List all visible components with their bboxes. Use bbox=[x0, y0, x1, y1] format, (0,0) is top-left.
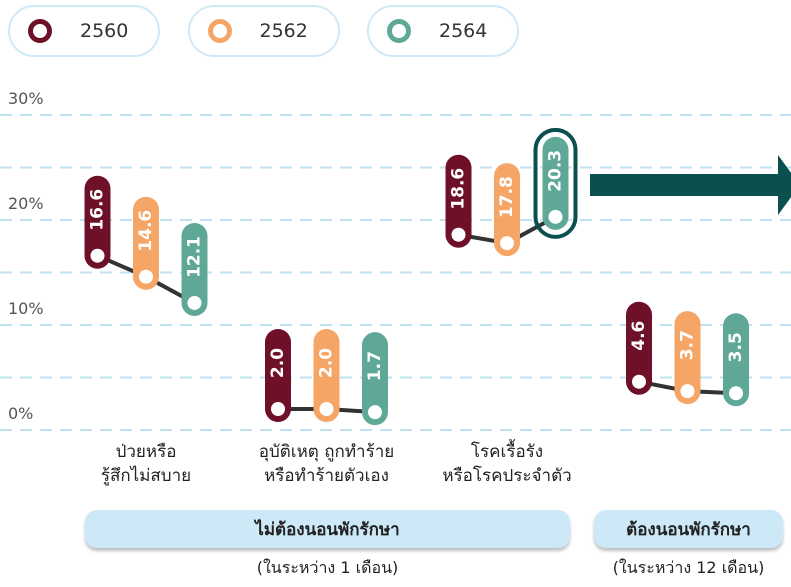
legend-label: 2560 bbox=[80, 20, 129, 42]
legend-label: 2564 bbox=[439, 20, 488, 42]
category-label: โรคเรื้อรัง หรือโรคประจำตัว bbox=[442, 442, 572, 486]
dot bbox=[187, 295, 202, 310]
pill bbox=[445, 154, 472, 248]
value-label: 2.0 bbox=[268, 348, 288, 378]
dot bbox=[139, 269, 153, 284]
dot bbox=[90, 248, 105, 263]
pill bbox=[181, 222, 208, 316]
dot bbox=[368, 405, 382, 420]
value-label: 2.0 bbox=[317, 348, 337, 378]
legend-item: 2560 bbox=[8, 5, 160, 57]
y-tick-label: 20% bbox=[8, 194, 44, 213]
group-note: (ในระหว่าง 12 เดือน) bbox=[612, 558, 765, 577]
pill bbox=[84, 175, 111, 269]
dot bbox=[680, 384, 695, 399]
dot bbox=[451, 227, 466, 242]
dot bbox=[632, 374, 646, 389]
pill bbox=[362, 332, 388, 426]
y-tick-label: 0% bbox=[8, 404, 34, 423]
highlight-arrow-head bbox=[778, 155, 791, 215]
value-label: 20.3 bbox=[546, 150, 566, 192]
value-label: 3.7 bbox=[678, 330, 698, 360]
pill bbox=[723, 313, 749, 407]
group-note: (ในระหว่าง 1 เดือน) bbox=[256, 558, 399, 577]
group-bar: ไม่ต้องนอนพักรักษา bbox=[85, 510, 570, 548]
pill bbox=[626, 301, 652, 395]
pill bbox=[265, 329, 291, 422]
group-bar: ต้องนอนพักรักษา bbox=[594, 510, 783, 548]
value-label: 1.7 bbox=[365, 351, 385, 381]
highlight-arrow-shaft bbox=[590, 174, 780, 196]
category-label: อุบัติเหตุ ถูกทำร้าย หรือทำร้ายตัวเอง bbox=[258, 442, 395, 486]
dot bbox=[319, 402, 334, 416]
dot bbox=[729, 386, 743, 401]
pill bbox=[674, 311, 701, 405]
y-tick-label: 30% bbox=[8, 89, 44, 108]
dot bbox=[548, 209, 563, 224]
legend-item: 2562 bbox=[187, 5, 340, 57]
legend-label: 2562 bbox=[259, 20, 308, 42]
pill bbox=[133, 196, 159, 290]
legend-marker bbox=[28, 19, 52, 43]
value-label: 17.8 bbox=[497, 176, 517, 218]
value-label: 3.5 bbox=[726, 332, 746, 362]
category-label: ป่วยหรือ รู้สึกไม่สบาย bbox=[100, 442, 192, 486]
value-label: 12.1 bbox=[185, 236, 205, 278]
pill bbox=[542, 136, 569, 230]
highlight-outline bbox=[533, 127, 578, 239]
legend-item: 2564 bbox=[367, 5, 519, 57]
dot bbox=[271, 402, 285, 416]
value-label: 18.6 bbox=[449, 168, 469, 210]
legend-marker bbox=[207, 19, 232, 43]
value-label: 16.6 bbox=[88, 189, 108, 231]
pill bbox=[494, 163, 520, 257]
value-label: 14.6 bbox=[136, 210, 156, 252]
y-tick-label: 10% bbox=[8, 299, 44, 318]
value-label: 4.6 bbox=[629, 321, 649, 351]
legend-marker bbox=[387, 19, 411, 43]
pill bbox=[313, 329, 340, 422]
dot bbox=[500, 236, 514, 251]
